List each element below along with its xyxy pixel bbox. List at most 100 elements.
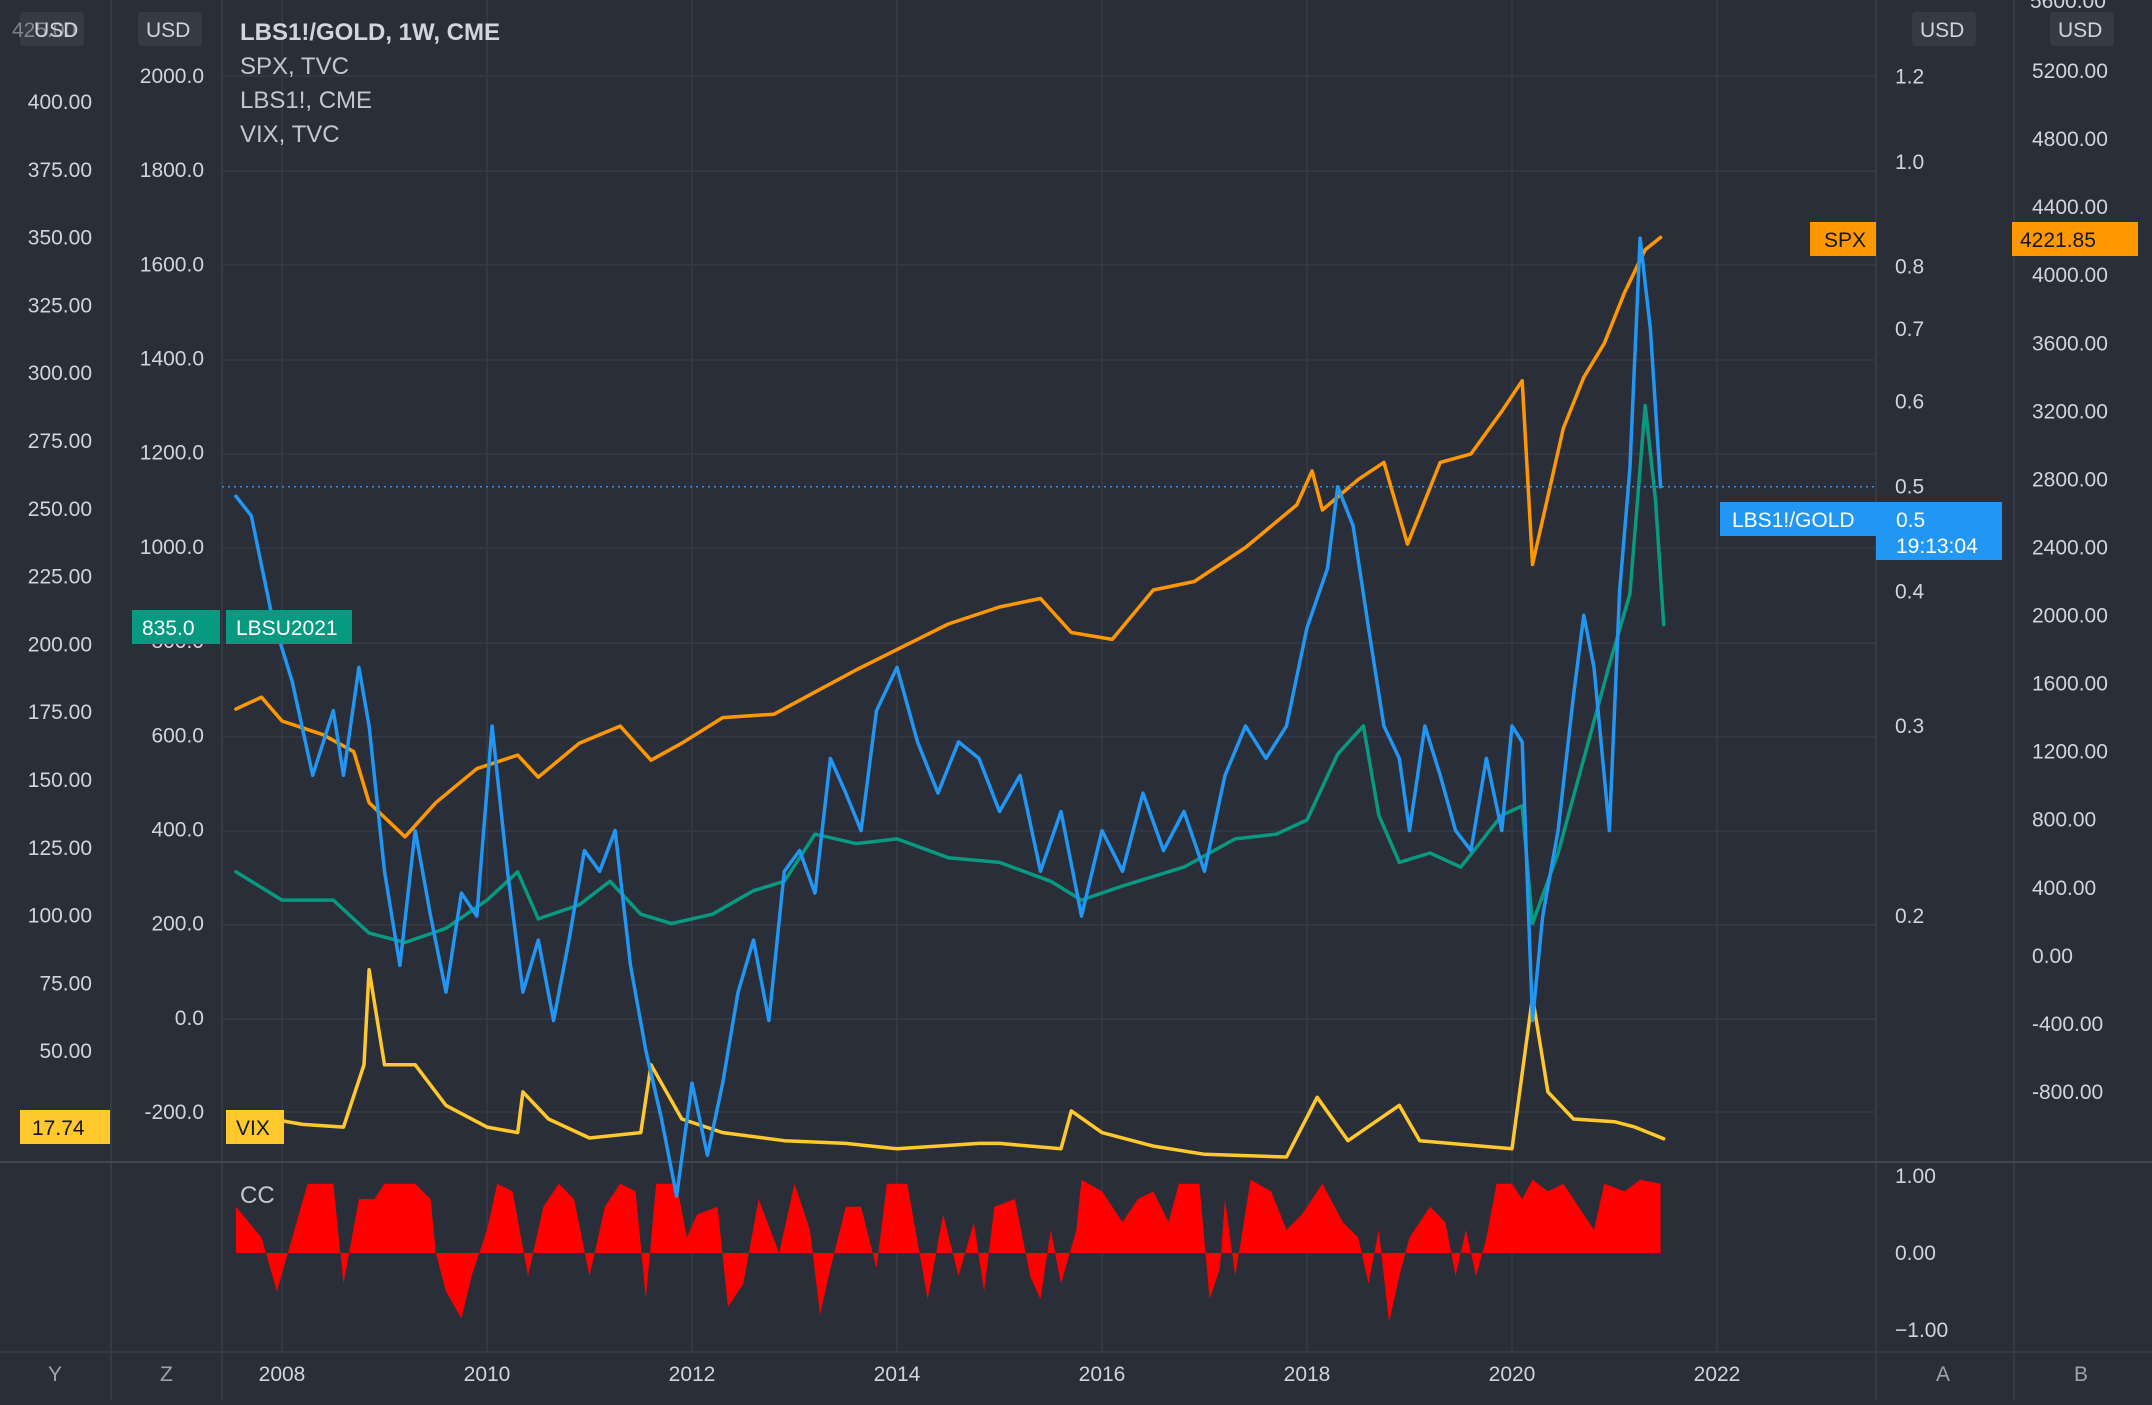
b-axis-tick-4: 4000.00 bbox=[2032, 264, 2108, 287]
cc-pane bbox=[235, 1179, 1661, 1323]
a-axis-tick-2: 1.0 bbox=[1895, 151, 1924, 174]
vix-price-tag: 17.74 bbox=[20, 1110, 110, 1144]
series-line-spx[interactable] bbox=[234, 235, 1663, 839]
b-axis-tick-12: 800.00 bbox=[2032, 809, 2096, 832]
y-axis-tick-6: 250.00 bbox=[28, 498, 92, 521]
x-axis-tick-0: 2008 bbox=[259, 1363, 306, 1386]
b-axis-tick-16: -800.00 bbox=[2032, 1081, 2103, 1104]
a-axis-tick-1: 1.2 bbox=[1895, 66, 1924, 89]
y-axis-tick-3: 325.00 bbox=[28, 294, 92, 317]
svg-text:USD: USD bbox=[1920, 19, 1964, 42]
legend-item-vix[interactable]: VIX, TVC bbox=[240, 121, 340, 148]
b-axis-tick-1: 5200.00 bbox=[2032, 60, 2108, 83]
b-axis-tick-3: 4400.00 bbox=[2032, 196, 2108, 219]
legend-item-lbs1[interactable]: LBS1!, CME bbox=[240, 87, 372, 114]
y-axis-tick-4: 300.00 bbox=[28, 362, 92, 385]
z-axis-tick-3: 1400.0 bbox=[140, 348, 204, 371]
b-axis-tick-7: 2800.00 bbox=[2032, 468, 2108, 491]
svg-text:4221.85: 4221.85 bbox=[2020, 229, 2096, 252]
a-axis-tick-3: 0.8 bbox=[1895, 256, 1924, 279]
y-axis-tick-0: 400.00 bbox=[28, 91, 92, 114]
y-axis-tick-5: 275.00 bbox=[28, 430, 92, 453]
y-axis-tick-10: 150.00 bbox=[28, 769, 92, 792]
a-axis-tick-8: 0.3 bbox=[1895, 715, 1924, 738]
vix-series-tag: VIX bbox=[226, 1110, 284, 1144]
y-axis-tick-12: 100.00 bbox=[28, 905, 92, 928]
y-axis-tick-2: 350.00 bbox=[28, 227, 92, 250]
svg-text:0.5: 0.5 bbox=[1896, 509, 1925, 532]
b-axis-tick-9: 2000.00 bbox=[2032, 605, 2108, 628]
svg-text:USD: USD bbox=[2058, 19, 2102, 42]
svg-text:USD: USD bbox=[34, 19, 78, 42]
unit-label-y: 425.00 USD bbox=[12, 12, 84, 46]
svg-text:835.0: 835.0 bbox=[142, 617, 195, 640]
svg-text:LBS1!/GOLD: LBS1!/GOLD bbox=[1732, 509, 1855, 532]
axis-cc[interactable]: 1.00 0.00 −1.00 bbox=[1895, 1165, 1948, 1342]
x-axis-tick-7: 2022 bbox=[1694, 1363, 1741, 1386]
ratio-series-tag: LBS1!/GOLD bbox=[1720, 502, 1876, 536]
y-axis-tick-1: 375.00 bbox=[28, 159, 92, 182]
z-axis-tick-7: 600.0 bbox=[151, 724, 204, 747]
b-axis-tick-15: -400.00 bbox=[2032, 1013, 2103, 1036]
lbsu-price-tag: 835.0 bbox=[132, 610, 220, 644]
z-axis-tick-9: 200.0 bbox=[151, 913, 204, 936]
z-axis-tick-4: 1200.0 bbox=[140, 442, 204, 465]
svg-text:17.74: 17.74 bbox=[32, 1117, 85, 1140]
x-axis-tick-3: 2014 bbox=[874, 1363, 921, 1386]
z-axis-tick-10: 0.0 bbox=[175, 1007, 204, 1030]
b-axis-tick-5: 3600.00 bbox=[2032, 332, 2108, 355]
z-axis-tick-2: 1600.0 bbox=[140, 253, 204, 276]
z-axis-tick-1: 1800.0 bbox=[140, 159, 204, 182]
partial-top-tick-b: 5600.00 bbox=[2030, 0, 2106, 13]
a-axis-tick-7: 0.4 bbox=[1895, 580, 1925, 603]
axis-x-time[interactable]: 2008 2010 2012 2014 2016 2018 2020 2022 bbox=[259, 1363, 1741, 1386]
a-axis-tick-5: 0.6 bbox=[1895, 390, 1924, 413]
axis-name-z: Z bbox=[160, 1363, 173, 1386]
b-axis-tick-14: 0.00 bbox=[2032, 945, 2073, 968]
y-axis-tick-8: 200.00 bbox=[28, 633, 92, 656]
cc-pane-label[interactable]: CC bbox=[240, 1182, 275, 1209]
cc-axis-tick-2: −1.00 bbox=[1895, 1319, 1948, 1342]
b-axis-tick-13: 400.00 bbox=[2032, 877, 2096, 900]
series-line-lbs1-gold[interactable] bbox=[234, 236, 1663, 1198]
b-axis-tick-8: 2400.00 bbox=[2032, 537, 2108, 560]
x-axis-tick-2: 2012 bbox=[669, 1363, 716, 1386]
x-axis-tick-5: 2018 bbox=[1284, 1363, 1331, 1386]
grid bbox=[222, 0, 1876, 1352]
unit-label-z: USD bbox=[138, 12, 202, 46]
axis-a-right[interactable]: 1.2 1.0 0.8 0.7 0.6 0.5 0.4 0.3 0.2 bbox=[1895, 66, 1925, 928]
cc-axis-tick-1: 0.00 bbox=[1895, 1242, 1936, 1265]
y-axis-tick-9: 175.00 bbox=[28, 701, 92, 724]
legend: LBS1!/GOLD, 1W, CME SPX, TVC LBS1!, CME … bbox=[240, 19, 500, 1209]
axis-b-right[interactable]: 5200.00 4800.00 4400.00 4000.00 3600.00 3200.… bbox=[2032, 60, 2108, 1104]
ratio-price-tag: 0.5 19:13:04 bbox=[1876, 502, 2002, 560]
unit-label-a: USD bbox=[1912, 12, 1976, 46]
series-line-vix[interactable] bbox=[234, 968, 1666, 1159]
svg-text:USD: USD bbox=[146, 19, 190, 42]
svg-text:LBSU2021: LBSU2021 bbox=[236, 617, 338, 640]
a-axis-tick-9: 0.2 bbox=[1895, 905, 1924, 928]
axis-z-left[interactable]: 2000.01800.01600.01400.01200.01000.0800.… bbox=[140, 65, 204, 1124]
b-axis-tick-10: 1600.00 bbox=[2032, 673, 2108, 696]
b-axis-tick-11: 1200.00 bbox=[2032, 741, 2108, 764]
b-axis-tick-6: 3200.00 bbox=[2032, 400, 2108, 423]
y-axis-tick-7: 225.00 bbox=[28, 566, 92, 589]
y-axis-tick-13: 75.00 bbox=[39, 972, 92, 995]
z-axis-tick-11: -200.0 bbox=[144, 1101, 204, 1124]
spx-price-tag: 4221.85 bbox=[2012, 222, 2138, 256]
series-line-lbsu2021[interactable] bbox=[234, 403, 1666, 945]
axis-name-b: B bbox=[2074, 1363, 2088, 1386]
cc-axis-tick-0: 1.00 bbox=[1895, 1165, 1936, 1188]
legend-item-spx[interactable]: SPX, TVC bbox=[240, 53, 349, 80]
series-lines bbox=[234, 235, 1666, 1198]
svg-text:SPX: SPX bbox=[1824, 229, 1866, 252]
legend-title: LBS1!/GOLD, 1W, CME bbox=[240, 19, 500, 46]
partial-top-tick-y: 425.00 bbox=[12, 19, 76, 42]
cc-area[interactable] bbox=[235, 1179, 1661, 1323]
z-axis-tick-0: 2000.0 bbox=[140, 65, 204, 88]
axis-name-a: A bbox=[1936, 1363, 1950, 1386]
svg-text:VIX: VIX bbox=[236, 1117, 270, 1140]
